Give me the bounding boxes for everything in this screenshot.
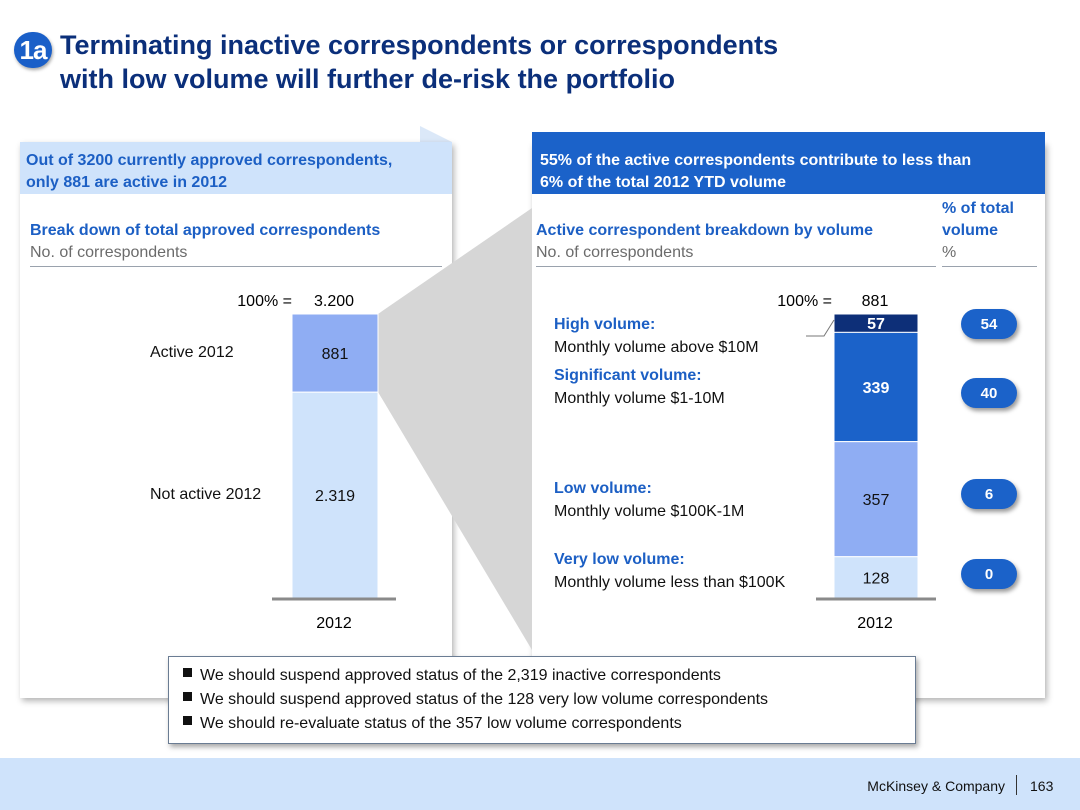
slide-title-line-1: Terminating inactive correspondents or c…: [60, 30, 779, 60]
left-chart: 881 2.319: [291, 313, 379, 599]
recommendation-text: We should re-evaluate status of the 357 …: [200, 715, 682, 732]
left-section-subtitle: No. of correspondents: [30, 244, 188, 261]
left-bar-segment-0: [291, 313, 379, 393]
right-section-subtitle: No. of correspondents: [536, 244, 694, 261]
vol-label-high: High volume:: [554, 316, 656, 333]
right-total-value: 881: [862, 293, 889, 310]
right-bar-segment-3: [833, 556, 919, 599]
right-bar-label-3: 128: [863, 570, 890, 587]
footer-bar: [0, 758, 1080, 810]
vol-label-significant: Significant volume:: [554, 367, 702, 384]
bullet-square-icon: [183, 691, 192, 701]
left-series-label-active: Active 2012: [150, 344, 234, 361]
recommendations-box: We should suspend approved status of the…: [168, 656, 916, 744]
title-badge: 1a: [14, 32, 52, 68]
left-section-rule: [30, 266, 442, 267]
pct-pill-significant: 40: [961, 378, 1017, 408]
right-section-title: Active correspondent breakdown by volume: [536, 222, 873, 239]
right-bar-label-2: 357: [863, 492, 890, 509]
bullet-square-icon: [183, 667, 192, 677]
vol-label-low: Low volume:: [554, 480, 652, 497]
high-volume-leader-line: [806, 319, 835, 337]
pct-column-title-line-1: % of total: [942, 200, 1014, 217]
left-bar-label-1: 2.319: [315, 488, 355, 505]
left-bar-label-0: 881: [322, 346, 349, 363]
right-panel-header: [532, 142, 1045, 194]
zoom-connector-band: [378, 314, 532, 392]
left-total-prefix: 100% =: [237, 293, 292, 310]
right-bar-segment-2: [833, 441, 919, 558]
pct-pill-low: 6: [961, 479, 1017, 509]
zoom-connector: [378, 208, 532, 650]
vol-desc-significant: Monthly volume $1-10M: [554, 390, 725, 407]
right-bar-label-1: 339: [863, 380, 890, 397]
right-panel-topbar: [532, 132, 1045, 142]
right-bar-label-0: 57: [867, 316, 885, 333]
left-header-line-1: Out of 3200 currently approved correspon…: [26, 152, 393, 169]
vol-desc-low: Monthly volume $100K-1M: [554, 503, 745, 520]
left-header-line-2: only 881 are active in 2012: [26, 174, 228, 191]
recommendation-text: We should suspend approved status of the…: [200, 667, 721, 684]
left-panel: [20, 142, 452, 698]
pct-column-rule: [942, 266, 1037, 267]
footer-brand: McKinsey & Company: [867, 778, 1005, 794]
pct-column-title-line-2: volume: [942, 222, 999, 239]
left-bar-segment-1: [291, 391, 379, 599]
slide-title-line-2: with low volume will further de-risk the…: [60, 64, 676, 94]
right-section-rule: [536, 266, 936, 267]
right-chart: 57 339 357 128: [833, 313, 919, 599]
vol-desc-high: Monthly volume above $10M: [554, 339, 759, 356]
vol-desc-very-low: Monthly volume less than $100K: [554, 574, 786, 591]
left-category-label: 2012: [316, 615, 352, 632]
right-panel: [532, 142, 1045, 698]
right-header-line-1: 55% of the active correspondents contrib…: [540, 152, 972, 169]
page-number: 163: [1030, 778, 1054, 794]
footer-separator: [1016, 775, 1017, 795]
left-series-label-not-active: Not active 2012: [150, 486, 262, 503]
left-total-value: 3.200: [314, 293, 354, 310]
left-section-title: Break down of total approved corresponde…: [30, 222, 381, 239]
right-bar-segment-1: [833, 331, 919, 443]
recommendation-item: We should suspend approved status of the…: [183, 667, 721, 685]
pct-column-subtitle: %: [942, 244, 957, 261]
recommendation-text: We should suspend approved status of the…: [200, 691, 769, 708]
right-category-label: 2012: [857, 615, 893, 632]
right-total-prefix: 100% =: [777, 293, 832, 310]
right-header-line-2: 6% of the total 2012 YTD volume: [540, 174, 786, 191]
pct-pill-very-low: 0: [961, 559, 1017, 589]
left-panel-header: [20, 142, 452, 194]
pct-pill-high: 54: [961, 309, 1017, 339]
vol-label-very-low: Very low volume:: [554, 551, 685, 568]
recommendation-item: We should re-evaluate status of the 357 …: [183, 715, 682, 733]
recommendation-item: We should suspend approved status of the…: [183, 691, 768, 709]
bullet-square-icon: [183, 715, 192, 725]
